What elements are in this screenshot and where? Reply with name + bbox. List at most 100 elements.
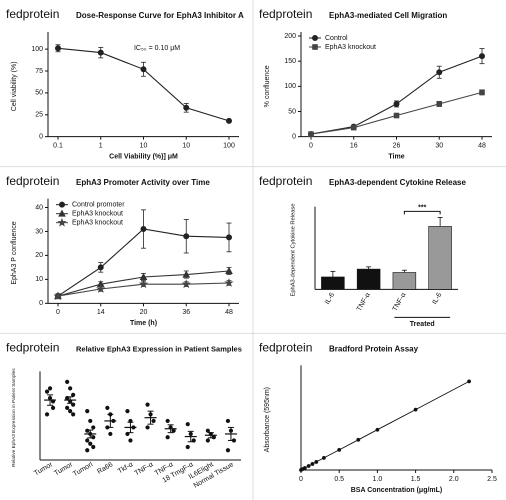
marker — [97, 49, 104, 56]
marker — [312, 35, 318, 41]
data-point — [225, 418, 231, 424]
data-point — [151, 418, 156, 424]
data-point — [145, 402, 150, 407]
x-tick-label: 1 — [99, 143, 103, 150]
data-point — [65, 405, 70, 410]
x-tick-label: 14 — [97, 309, 105, 316]
marker — [53, 291, 63, 301]
x-axis-label: Time — [388, 154, 404, 161]
y-axis-label: EphA3-dependent Cytokine Release — [291, 203, 297, 296]
legend-label: Control promoter — [72, 202, 125, 209]
data-point — [47, 386, 53, 391]
data-point — [44, 389, 50, 394]
data-point — [225, 448, 231, 453]
data-point — [375, 427, 380, 432]
panel-label: fedprotein — [259, 174, 312, 188]
marker — [57, 217, 67, 227]
data-point — [337, 447, 342, 452]
marker — [181, 279, 191, 289]
y-tick-label: 0 — [39, 134, 43, 141]
marker — [226, 117, 232, 124]
x-tick-label: 0 — [299, 476, 303, 483]
marker — [312, 44, 318, 50]
data-point — [71, 392, 76, 397]
x-tick-label: 26 — [393, 143, 401, 150]
x-tick-label: 20 — [140, 309, 148, 316]
data-point — [88, 441, 93, 446]
legend-label: Control — [325, 35, 348, 42]
annotation: IC₅₀ = 0.10 μM — [134, 45, 180, 52]
data-point — [85, 409, 90, 414]
y-tick-label: 10 — [35, 276, 43, 283]
data-point — [165, 435, 170, 440]
marker — [393, 100, 400, 107]
x-axis-label: Time (h) — [130, 320, 157, 327]
data-point — [68, 409, 73, 414]
data-point — [71, 412, 76, 417]
marker — [59, 201, 65, 208]
group-label: Treated — [410, 321, 435, 328]
marker — [55, 45, 61, 52]
marker — [58, 209, 66, 217]
panel-label: fedprotein — [6, 7, 59, 21]
y-axis-label: % confluence — [264, 65, 271, 107]
x-axis-label: BSA Concentration (μg/mL) — [351, 487, 443, 494]
marker — [183, 104, 190, 111]
x-tick-label: Ra66 — [96, 461, 114, 475]
data-point — [205, 438, 210, 443]
panel-label: fedprotein — [259, 7, 312, 21]
data-point — [356, 437, 361, 442]
y-tick-label: 100 — [284, 83, 296, 90]
data-point — [91, 435, 96, 440]
x-tick-label: 1.0 — [373, 476, 383, 483]
data-point — [145, 425, 150, 430]
data-point — [306, 464, 311, 468]
x-tick-label: 100 — [223, 143, 235, 150]
marker — [140, 66, 147, 73]
chart-title: Relative EphA3 Expression in Patient Sam… — [76, 344, 242, 353]
marker — [140, 226, 147, 233]
y-tick-label: 30 — [35, 228, 43, 235]
panel-label: fedprotein — [6, 174, 59, 188]
data-point — [302, 466, 307, 470]
y-tick-label: 75 — [35, 68, 43, 75]
marker — [308, 131, 314, 137]
x-tick-label: TNF-α — [356, 292, 372, 313]
data-point — [322, 456, 326, 460]
x-tick-label: 2.0 — [449, 476, 459, 483]
bar — [356, 268, 381, 290]
significance-bracket — [403, 210, 441, 215]
chart-title: EphA3-dependent Cytokine Release — [329, 178, 466, 187]
marker — [436, 69, 443, 76]
x-tick-label: 10 — [140, 143, 148, 150]
data-point — [85, 428, 90, 433]
chart-title: EphA3-mediated Cell Migration — [329, 11, 447, 20]
y-tick-label: 40 — [35, 204, 43, 211]
data-point — [125, 409, 130, 414]
data-point — [85, 448, 90, 453]
marker — [138, 279, 149, 289]
data-point — [185, 422, 190, 427]
panel-label: fedprotein — [6, 341, 59, 355]
marker — [226, 234, 232, 241]
x-tick-label: IL-6 — [324, 292, 336, 306]
y-tick-label: 0 — [292, 134, 296, 141]
marker — [224, 278, 234, 287]
y-tick-label: 0 — [39, 300, 43, 307]
data-point — [91, 425, 96, 430]
data-point — [88, 418, 93, 424]
data-point — [44, 412, 50, 417]
data-point — [65, 379, 70, 384]
x-tick-label: 0 — [56, 309, 60, 316]
series-line — [310, 55, 483, 135]
data-point — [85, 438, 90, 443]
data-point — [467, 379, 471, 384]
legend-label: EphA3 knockout — [72, 211, 123, 218]
x-tick-label: IL-6 — [431, 292, 443, 306]
x-tick-label: 1.5 — [411, 476, 421, 483]
y-axis-label: Relative EphA3 Expression in Patient Sam… — [11, 368, 17, 467]
marker — [436, 101, 443, 107]
chart-title: Bradford Protein Assay — [329, 344, 419, 353]
y-tick-label: 50 — [288, 108, 296, 115]
chart-title: EphA3 Promoter Activity over Time — [76, 178, 210, 187]
